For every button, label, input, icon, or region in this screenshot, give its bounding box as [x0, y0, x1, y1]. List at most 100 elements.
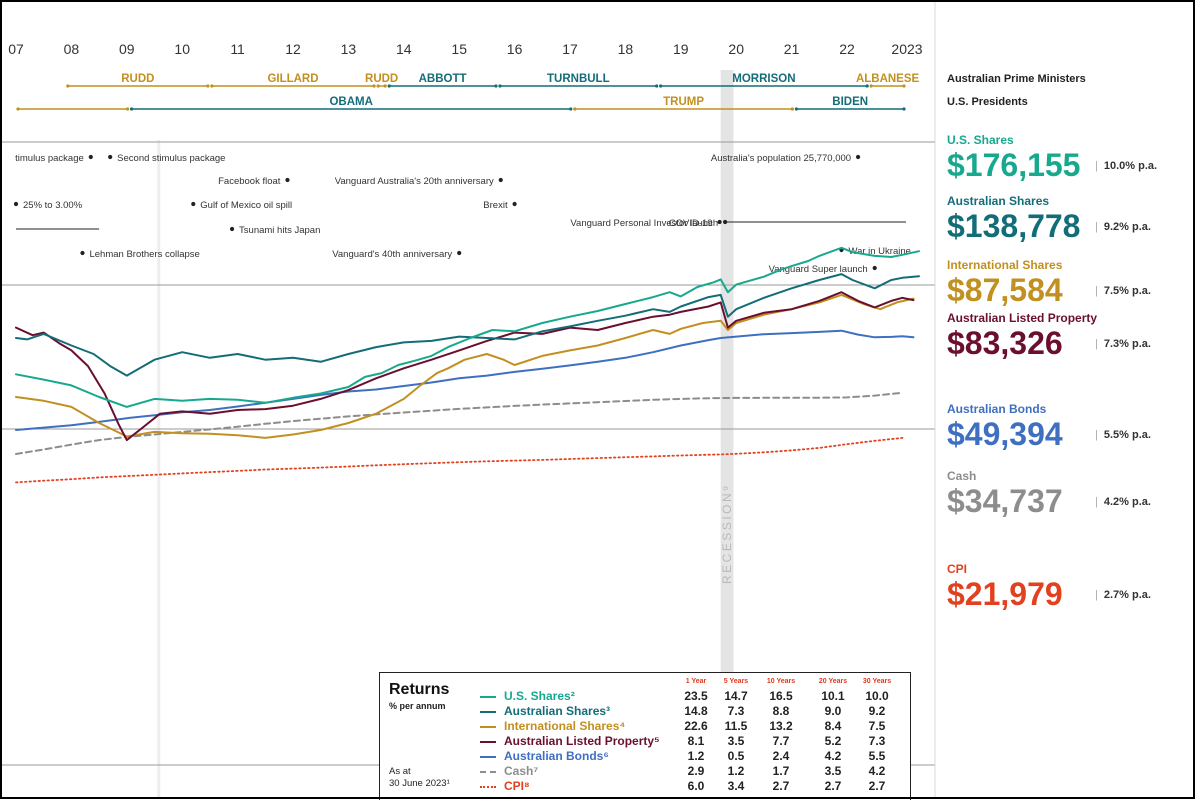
recession-band: [720, 70, 734, 799]
returns-value: 10.0: [865, 689, 889, 703]
returns-row: Australian Shares³ 14.8 7.3 8.8 9.0 9.2: [480, 704, 900, 719]
asset-name: International Shares: [947, 258, 1063, 272]
recession-bands: RECESSION⁹: [157, 70, 734, 799]
term-end-dot: [494, 84, 498, 88]
event-dot: [229, 226, 235, 232]
returns-row: Australian Bonds⁶ 1.2 0.5 2.4 4.2 5.5: [480, 749, 900, 764]
event-label: Tsunami hits Japan: [239, 225, 320, 236]
returns-value: 13.2: [769, 719, 793, 733]
asset-pa: 4.2% p.a.: [1095, 496, 1151, 508]
returns-value: 14.8: [684, 704, 708, 718]
returns-value: 3.5: [824, 764, 842, 778]
term-start-dot: [498, 84, 502, 88]
returns-value: 7.3: [727, 704, 745, 718]
x-tick-label: 09: [119, 41, 135, 57]
x-tick-label: 19: [673, 41, 689, 57]
returns-value: 14.7: [724, 689, 748, 703]
event-label: COVID-19: [669, 218, 713, 229]
asset-name: U.S. Shares: [947, 133, 1014, 147]
asset-pa: 7.3% p.a.: [1095, 338, 1151, 350]
term-end-dot: [569, 107, 573, 111]
asset-name: Cash: [947, 469, 977, 483]
returns-col-header: 30 Years: [862, 678, 892, 685]
asset-australian-bonds: Australian Bonds $49,394 5.5% p.a.: [947, 402, 1151, 452]
term-end-dot: [372, 84, 376, 88]
asset-us-shares: U.S. Shares $176,155 10.0% p.a.: [947, 133, 1157, 183]
event-label: Vanguard Personal Investor launch: [570, 218, 718, 229]
x-tick-label: 16: [507, 41, 523, 57]
x-tick-label: 17: [562, 41, 578, 57]
event-label: timulus package: [15, 153, 84, 164]
term-start-dot: [16, 107, 20, 111]
x-tick-label: 20: [728, 41, 744, 57]
event-label: Lehman Brothers collapse: [89, 249, 199, 260]
event-dot: [457, 250, 462, 256]
sidebar-legend: Australian Prime Ministers U.S. Presiden…: [945, 0, 1195, 799]
event-dot: [512, 201, 517, 207]
returns-value: 5.2: [824, 734, 842, 748]
chart-gridlines: [0, 0, 936, 799]
asset-pa: 5.5% p.a.: [1095, 429, 1151, 441]
x-tick-label: 07: [8, 41, 24, 57]
asset-pa: 10.0% p.a.: [1095, 160, 1157, 172]
x-tick-label: 18: [618, 41, 634, 57]
returns-row-label: Australian Bonds⁶: [504, 749, 609, 763]
returns-key-swatch: [480, 771, 496, 773]
x-tick-label: 21: [784, 41, 800, 57]
x-tick-label: 13: [341, 41, 357, 57]
returns-col-header: 20 Years: [818, 678, 848, 685]
returns-key-swatch: [480, 726, 496, 728]
returns-as-at: As at 30 June 2023¹: [389, 766, 450, 790]
returns-value: 4.2: [868, 764, 886, 778]
term-label: RUDD: [365, 73, 398, 85]
event-label: Australia's population 25,770,000: [711, 153, 851, 164]
term-start-dot: [129, 107, 134, 111]
returns-row-label: CPI⁸: [504, 779, 530, 793]
term-end-dot: [206, 84, 210, 88]
returns-row-label: Australian Shares³: [504, 704, 611, 718]
recession-label: RECESSION⁹: [720, 483, 734, 584]
series-line-cpi: [15, 437, 904, 484]
asset-name: CPI: [947, 562, 968, 576]
term-label: BIDEN: [832, 96, 868, 108]
term-start-dot: [210, 84, 214, 88]
returns-value: 2.7: [824, 779, 842, 793]
term-end-dot: [125, 107, 130, 111]
returns-value: 9.0: [824, 704, 842, 718]
returns-subtitle: % per annum: [389, 701, 446, 711]
returns-value: 5.5: [868, 749, 886, 763]
term-label: ABBOTT: [419, 73, 467, 85]
event-label: Vanguard Australia's 20th anniversary: [335, 176, 494, 187]
term-start-dot: [387, 84, 391, 88]
returns-value: 2.4: [772, 749, 790, 763]
returns-row: Cash⁷ 2.9 1.2 1.7 3.5 4.2: [480, 764, 900, 779]
returns-value: 8.4: [824, 719, 842, 733]
returns-value: 1.2: [727, 764, 745, 778]
returns-col-header: 5 Years: [723, 678, 749, 685]
returns-value: 16.5: [769, 689, 793, 703]
returns-key-swatch: [480, 741, 496, 743]
term-label: OBAMA: [329, 96, 372, 108]
series-line-australian-bonds: [15, 329, 915, 431]
asset-cash: Cash $34,737 4.2% p.a.: [947, 469, 1151, 519]
event-dot: [285, 177, 290, 183]
returns-key-swatch: [480, 711, 496, 713]
asset-value: $34,737: [947, 483, 1063, 519]
series-line-u-s-shares: [15, 246, 920, 408]
returns-value: 0.5: [727, 749, 745, 763]
x-axis-ticks: 07 08 09 10 11 12 13 14 15 16 17 18 19 20 21 22 2023: [8, 41, 923, 57]
asset-value: $176,155: [947, 147, 1081, 183]
term-end-dot: [383, 84, 387, 88]
asset-cpi: CPI $21,979 2.7% p.a.: [947, 562, 1151, 612]
returns-value: 3.5: [727, 734, 745, 748]
returns-value: 2.7: [868, 779, 886, 793]
asset-name: Australian Listed Property: [947, 311, 1098, 325]
as-at-line-1: As at: [389, 766, 411, 777]
returns-key-swatch: [480, 756, 496, 758]
event-label: Brexit: [483, 200, 508, 211]
x-tick-label: 15: [451, 41, 467, 57]
event-dot: [498, 177, 503, 183]
event-label: Vanguard Super launch: [769, 264, 868, 275]
event-label: Gulf of Mexico oil spill: [200, 200, 292, 211]
returns-table: Returns % per annum As at 30 June 2023¹ …: [379, 672, 911, 800]
